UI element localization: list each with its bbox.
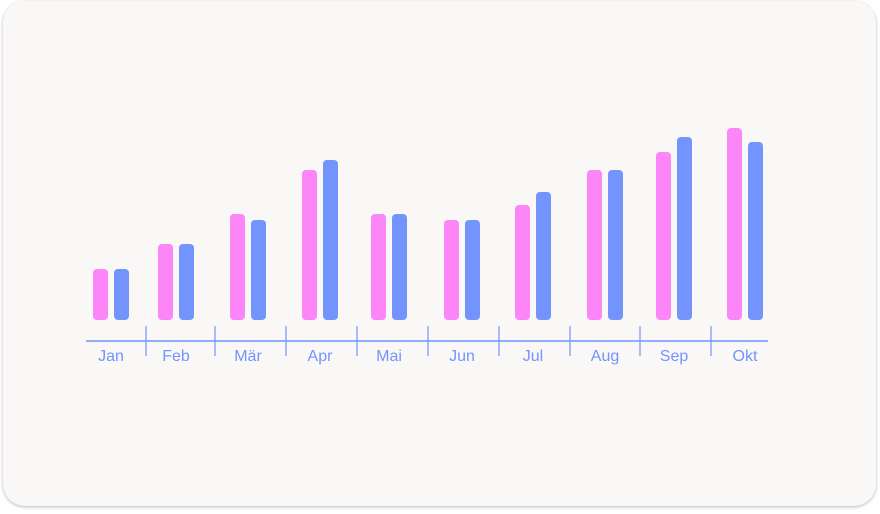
bar-series-2-5: [465, 220, 480, 320]
bar-series-2-4: [392, 214, 407, 320]
x-axis: [86, 326, 768, 356]
bar-series-2-8: [677, 137, 692, 320]
bars-layer: [93, 128, 763, 320]
bar-series-2-7: [608, 170, 623, 320]
bar-series-2-3: [323, 160, 338, 320]
bar-series-1-0: [93, 269, 108, 320]
bar-series-2-9: [748, 142, 763, 320]
x-tick-label: Aug: [591, 348, 619, 365]
x-tick-label: Jun: [449, 348, 475, 365]
x-tick-label: Jul: [523, 348, 543, 365]
x-tick-label: Okt: [733, 348, 758, 365]
bar-series-1-6: [515, 205, 530, 320]
bar-series-1-5: [444, 220, 459, 320]
bar-series-1-9: [727, 128, 742, 320]
x-tick-label: Mai: [376, 348, 402, 365]
bar-series-2-0: [114, 269, 129, 320]
bar-series-1-2: [230, 214, 245, 320]
x-tick-label: Apr: [308, 348, 334, 365]
bar-series-1-1: [158, 244, 173, 320]
x-tick-label: Sep: [660, 348, 689, 365]
x-tick-label: Feb: [162, 348, 190, 365]
bar-series-1-7: [587, 170, 602, 320]
bar-series-2-2: [251, 220, 266, 320]
bar-series-2-6: [536, 192, 551, 320]
bar-series-2-1: [179, 244, 194, 320]
x-tick-label: Jan: [98, 348, 124, 365]
x-tick-label: Mär: [234, 348, 262, 365]
bar-series-1-8: [656, 152, 671, 320]
bar-series-1-4: [371, 214, 386, 320]
bar-series-1-3: [302, 170, 317, 320]
x-tick-labels: Jan Feb Mär Apr Mai Jun Jul Aug Sep Okt: [98, 348, 758, 365]
